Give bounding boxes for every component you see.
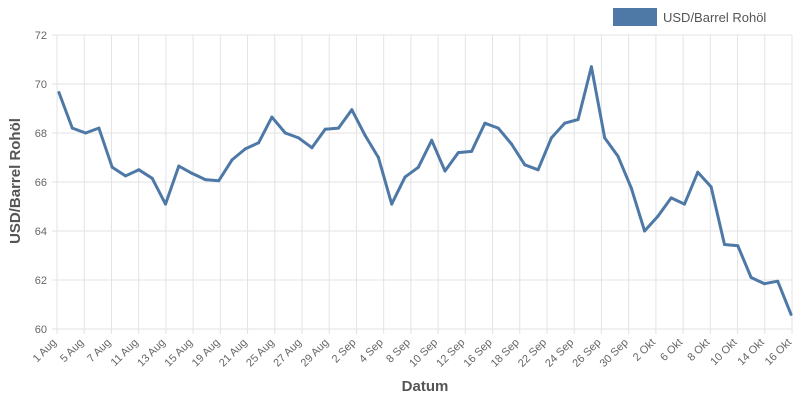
data-point bbox=[496, 126, 500, 130]
data-point bbox=[164, 202, 167, 206]
data-point bbox=[749, 276, 753, 279]
data-point bbox=[57, 91, 61, 95]
x-tick-label: 2 Okt bbox=[631, 337, 658, 364]
data-point bbox=[124, 174, 127, 178]
data-point bbox=[297, 136, 301, 140]
y-tick-label: 60 bbox=[35, 324, 47, 336]
x-tick-label: 18 Sep bbox=[489, 337, 522, 370]
x-tick-label: 1 Aug bbox=[31, 337, 59, 365]
series-line bbox=[57, 65, 793, 316]
data-point bbox=[470, 149, 474, 153]
x-tick-label: 15 Aug bbox=[163, 337, 196, 370]
data-point bbox=[669, 196, 673, 200]
data-point bbox=[789, 312, 793, 316]
x-tick-label: 27 Aug bbox=[271, 337, 304, 370]
y-tick-label: 64 bbox=[35, 226, 47, 238]
y-tick-label: 62 bbox=[35, 275, 47, 287]
data-point bbox=[230, 158, 234, 162]
x-tick-label: 26 Sep bbox=[570, 337, 603, 370]
data-point bbox=[257, 141, 261, 145]
data-point bbox=[443, 169, 447, 173]
data-point bbox=[723, 243, 726, 246]
y-tick-label: 70 bbox=[35, 79, 47, 91]
data-point bbox=[403, 175, 407, 179]
data-point bbox=[483, 121, 487, 125]
x-tick-label: 11 Aug bbox=[109, 337, 141, 369]
grid bbox=[52, 34, 793, 334]
data-point bbox=[323, 127, 327, 131]
x-tick-label: 14 Okt bbox=[735, 337, 766, 368]
data-point bbox=[243, 147, 247, 151]
data-point bbox=[549, 136, 553, 140]
x-tick-label: 2 Sep bbox=[330, 337, 359, 366]
data-point bbox=[762, 282, 766, 286]
y-tick-label: 72 bbox=[35, 30, 47, 42]
data-point bbox=[643, 229, 647, 233]
data-point bbox=[430, 138, 434, 142]
y-axis: 60 62 64 66 68 70 72 bbox=[35, 30, 47, 336]
data-point bbox=[523, 163, 527, 167]
data-point bbox=[97, 126, 101, 130]
data-point bbox=[510, 142, 513, 146]
data-point bbox=[337, 126, 340, 130]
data-point bbox=[656, 214, 660, 218]
x-tick-label: 6 Okt bbox=[658, 337, 685, 364]
data-point bbox=[283, 131, 287, 135]
data-point bbox=[350, 108, 354, 112]
x-tick-label: 10 Sep bbox=[407, 337, 440, 370]
data-point bbox=[270, 115, 274, 119]
y-axis-title: USD/Barrel Rohöl bbox=[7, 118, 24, 244]
data-point bbox=[177, 164, 181, 168]
x-tick-label: 29 Aug bbox=[299, 337, 332, 370]
data-point bbox=[416, 165, 420, 169]
x-tick-label: 4 Sep bbox=[357, 337, 386, 366]
data-point bbox=[456, 151, 460, 155]
data-point bbox=[310, 146, 314, 150]
x-tick-label: 16 Okt bbox=[763, 337, 794, 368]
data-point bbox=[190, 171, 194, 175]
data-point bbox=[616, 154, 620, 158]
x-tick-label: 10 Okt bbox=[708, 337, 739, 368]
data-point bbox=[536, 168, 540, 172]
data-point bbox=[563, 121, 567, 125]
y-tick-label: 66 bbox=[35, 177, 47, 189]
data-point bbox=[709, 185, 713, 189]
legend-label: USD/Barrel Rohöl bbox=[663, 10, 766, 25]
data-point bbox=[363, 133, 367, 137]
data-point bbox=[70, 126, 74, 130]
x-tick-label: 30 Sep bbox=[598, 337, 631, 370]
data-point bbox=[390, 202, 394, 206]
data-point bbox=[576, 118, 580, 121]
data-point bbox=[217, 179, 221, 183]
data-point bbox=[376, 156, 380, 159]
data-point bbox=[696, 170, 700, 174]
y-tick-label: 68 bbox=[35, 128, 47, 140]
series-layer bbox=[57, 65, 793, 316]
x-tick-label: 22 Sep bbox=[516, 337, 549, 370]
x-tick-label: 25 Aug bbox=[244, 337, 277, 370]
x-tick-label: 5 Aug bbox=[58, 337, 86, 365]
legend-swatch bbox=[613, 8, 657, 26]
x-axis-title: Datum bbox=[402, 378, 449, 395]
data-point bbox=[84, 131, 88, 135]
data-point bbox=[629, 186, 633, 190]
data-point bbox=[110, 165, 114, 169]
legend[interactable]: USD/Barrel Rohöl bbox=[613, 8, 766, 26]
x-tick-label: 19 Aug bbox=[190, 337, 223, 370]
x-tick-label: 21 Aug bbox=[217, 337, 250, 370]
data-point bbox=[137, 168, 141, 172]
data-point bbox=[603, 136, 607, 140]
data-point bbox=[683, 202, 686, 206]
data-point bbox=[776, 279, 780, 283]
data-point bbox=[589, 65, 593, 69]
data-point bbox=[203, 178, 207, 182]
data-point bbox=[736, 244, 740, 248]
x-tick-label: 13 Aug bbox=[135, 337, 168, 370]
data-point bbox=[150, 176, 154, 180]
x-tick-label: 16 Sep bbox=[462, 337, 495, 370]
x-tick-label: 24 Sep bbox=[543, 337, 576, 370]
x-tick-label: 12 Sep bbox=[434, 337, 467, 370]
